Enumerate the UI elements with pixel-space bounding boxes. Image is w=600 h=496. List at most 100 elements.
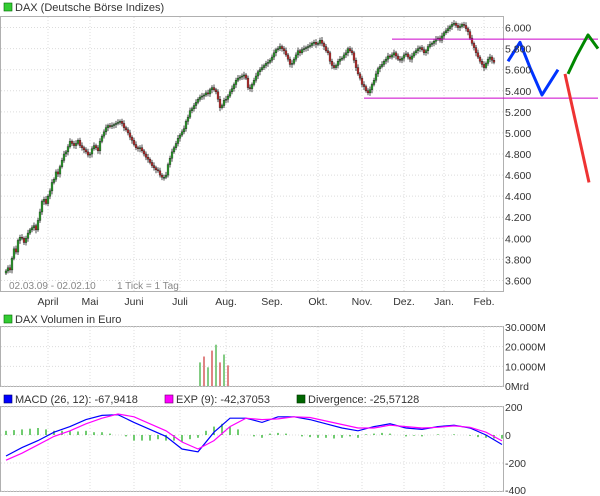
candle-body xyxy=(420,47,424,50)
candle-body xyxy=(122,123,126,128)
candle-body xyxy=(84,149,88,153)
candle-body xyxy=(130,136,134,141)
candle-body xyxy=(44,199,48,204)
candle-body xyxy=(270,56,274,61)
forecast-blue-line xyxy=(506,40,560,97)
candle-body xyxy=(308,45,312,47)
price-x-tick-label: Mai xyxy=(82,296,99,308)
candle-body xyxy=(36,220,40,231)
candle-body xyxy=(352,52,356,61)
macd-line xyxy=(5,414,503,457)
price-y-tick-label: 5.400 xyxy=(505,86,531,98)
candle-body xyxy=(72,143,76,146)
candle-body xyxy=(254,75,258,81)
candle-body xyxy=(466,28,470,32)
price-y-tick-label: 4.400 xyxy=(505,191,531,203)
volume-y-tick-label: 30.000M xyxy=(505,322,546,334)
candle-body xyxy=(22,238,26,243)
price-y-axis: 3.600 3.800 4.000 4.200 4.400 4.600 4.800 5.000… xyxy=(505,23,531,288)
candle-body xyxy=(476,52,480,58)
volume-y-tick-label: 0Mrd xyxy=(505,381,529,393)
candle-body xyxy=(330,61,334,66)
price-legend-swatch xyxy=(3,2,13,12)
candle-body xyxy=(150,162,154,166)
candle-body xyxy=(482,64,486,68)
candle-body xyxy=(398,58,402,61)
candle-body xyxy=(394,52,398,57)
candle-body xyxy=(300,49,304,54)
candle-body xyxy=(342,54,346,59)
volume-bar xyxy=(215,344,217,386)
candle-body xyxy=(70,141,74,144)
candle-body xyxy=(354,60,358,68)
candle-body xyxy=(58,166,62,175)
price-x-tick-label: Sep. xyxy=(261,296,283,308)
candle-body xyxy=(162,176,166,179)
price-levels xyxy=(364,38,598,99)
candle-body xyxy=(248,87,252,89)
candle-body xyxy=(386,55,390,60)
candle-body xyxy=(400,57,404,61)
candle-body xyxy=(426,46,430,51)
candle-body xyxy=(138,147,142,149)
volume-legend-swatch xyxy=(3,314,13,324)
candle-body xyxy=(316,43,320,45)
divergence-legend-swatch xyxy=(296,394,306,404)
volume-bar xyxy=(211,350,213,386)
volume-grid xyxy=(1,326,503,387)
candle-body xyxy=(208,89,212,95)
macd-y-axis: 200 0 -200 -400 xyxy=(505,402,526,496)
candle-body xyxy=(132,140,136,145)
candle-body xyxy=(344,52,348,56)
candle-body xyxy=(486,58,490,64)
candle-body xyxy=(448,26,452,29)
candle-body xyxy=(18,237,22,241)
candle-body xyxy=(468,31,472,39)
candle-body xyxy=(196,98,200,103)
candle-body xyxy=(190,108,194,111)
candle-body xyxy=(186,116,190,122)
candle-body xyxy=(116,122,120,124)
price-y-tick-label: 3.600 xyxy=(505,275,531,287)
candle-body xyxy=(376,68,380,75)
candle-body xyxy=(470,37,474,44)
candle-body xyxy=(206,92,210,95)
candle-body xyxy=(124,127,128,130)
candle-body xyxy=(454,23,458,26)
candle-body xyxy=(110,125,114,127)
candle-body xyxy=(456,25,460,28)
price-x-tick-label: Feb. xyxy=(473,296,494,308)
candle-body xyxy=(170,151,174,159)
candle-body xyxy=(198,96,202,100)
candle-body xyxy=(450,24,454,27)
candle-body xyxy=(38,211,42,221)
candle-body xyxy=(200,95,204,98)
candle-body xyxy=(490,56,494,61)
candle-body xyxy=(418,47,422,49)
price-y-tick-label: 5.600 xyxy=(505,65,531,77)
candle-body xyxy=(336,61,340,66)
candle-body xyxy=(238,76,242,79)
macd-y-tick-label: -400 xyxy=(505,485,526,496)
candle-body xyxy=(428,44,432,47)
candle-body xyxy=(184,121,188,129)
price-forecast xyxy=(506,33,600,183)
macd-legend-label: MACD (26, 12): -67,9418 xyxy=(15,394,138,406)
candle-body xyxy=(168,158,172,165)
candle-body xyxy=(78,140,82,146)
exp-legend-label: EXP (9): -42,37053 xyxy=(176,394,270,406)
candle-body xyxy=(68,141,72,147)
candle-body xyxy=(16,240,20,253)
volume-bar xyxy=(227,365,229,386)
candle-body xyxy=(410,55,414,60)
candle-body xyxy=(176,137,180,144)
candle-body xyxy=(374,73,378,81)
price-x-tick-label: Dez. xyxy=(393,296,415,308)
candle-body xyxy=(458,26,462,28)
candle-body xyxy=(384,58,388,62)
candle-body xyxy=(92,145,96,149)
candle-body xyxy=(160,174,164,178)
candle-body xyxy=(488,56,492,60)
candle-body xyxy=(112,124,116,126)
tick-note: 1 Tick = 1 Tag xyxy=(117,281,179,292)
